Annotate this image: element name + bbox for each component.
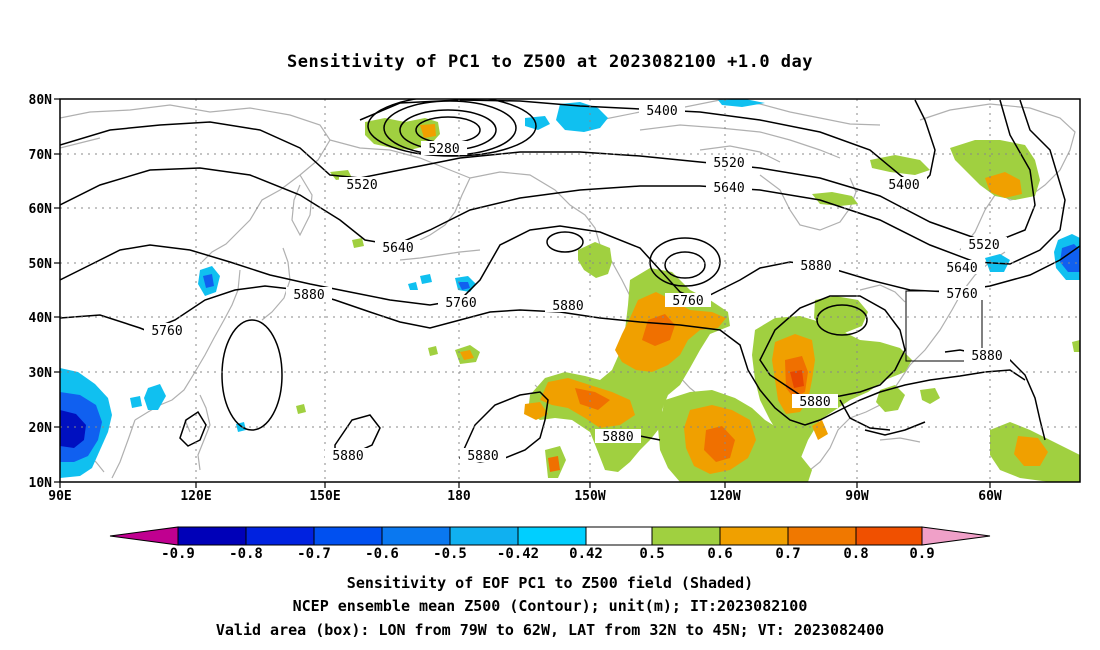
lon-label: 90W (845, 489, 869, 504)
lat-label: 60N (29, 202, 53, 217)
colorbar-label: -0.7 (297, 546, 331, 562)
lon-label: 150W (574, 489, 605, 504)
colorbar-label: 0.6 (707, 546, 732, 562)
colorbar-label: 0.8 (843, 546, 868, 562)
colorbar-segment (245, 526, 315, 546)
contour-label: 5760 (672, 294, 703, 309)
contour-label: 5880 (799, 395, 830, 410)
colorbar-segment (381, 526, 451, 546)
contour-label: 5880 (971, 349, 1002, 364)
colorbar-segment (313, 526, 383, 546)
contour-label: 5640 (946, 261, 977, 276)
lat-label: 50N (29, 257, 53, 272)
sensitivity-shading (60, 99, 1080, 482)
lat-label: 20N (29, 421, 53, 436)
longitude-labels: 90E 120E 150E 180 150W 120W 90W 60W (48, 489, 1002, 504)
contour-label: 5880 (800, 259, 831, 274)
contour-label: 5400 (888, 178, 919, 193)
colorbar-segment (855, 526, 923, 546)
contour-label: 5640 (713, 181, 744, 196)
latitude-labels: 80N 70N 60N 50N 40N 30N 20N 10N (29, 93, 53, 491)
plot-area: 5400 5280 5520 5520 5640 5400 5520 5640 … (60, 99, 1080, 482)
colorbar-label: -0.9 (161, 546, 195, 562)
contour-label: 5400 (646, 104, 677, 119)
plot-frame (59, 98, 1081, 483)
lat-label: 80N (29, 93, 53, 108)
contour-label: 5760 (151, 324, 182, 339)
gridlines (60, 99, 1080, 482)
caption-line-3: Valid area (box): LON from 79W to 62W, L… (216, 621, 884, 639)
lat-label: 30N (29, 366, 53, 381)
colorbar-right-arrow (921, 526, 991, 546)
caption-line-1: Sensitivity of EOF PC1 to Z500 field (Sh… (347, 574, 753, 592)
colorbar-segment (177, 526, 247, 546)
contour-label: 5760 (946, 287, 977, 302)
colorbar-segment (585, 526, 653, 546)
colorbar-label: -0.8 (229, 546, 263, 562)
contour-label: 5760 (445, 296, 476, 311)
lat-label: 10N (29, 476, 53, 491)
lon-label: 120W (709, 489, 740, 504)
contour-labels: 5400 5280 5520 5520 5640 5400 5520 5640 … (144, 103, 1010, 464)
colorbar-label: 0.9 (909, 546, 934, 562)
contour-label: 5880 (552, 299, 583, 314)
lon-label: 150E (309, 489, 340, 504)
colorbar-label: 0.5 (639, 546, 664, 562)
contour-label: 5520 (968, 238, 999, 253)
colorbar-segment (787, 526, 857, 546)
colorbar: -0.9 -0.8 -0.7 -0.6 -0.5 -0.42 0.42 0.5 … (109, 526, 991, 562)
colorbar-label: -0.5 (433, 546, 467, 562)
lon-label: 60W (978, 489, 1002, 504)
colorbar-label: 0.7 (775, 546, 800, 562)
contour-label: 5880 (293, 288, 324, 303)
contour-label: 5640 (382, 241, 413, 256)
contour-label: 5880 (467, 449, 498, 464)
lon-label: 180 (447, 489, 471, 504)
contour-label: 5880 (332, 449, 363, 464)
contour-label: 5520 (713, 156, 744, 171)
figure-title: Sensitivity of PC1 to Z500 at 2023082100… (287, 52, 813, 72)
colorbar-segment (449, 526, 519, 546)
caption-line-2: NCEP ensemble mean Z500 (Contour); unit(… (293, 597, 808, 615)
colorbar-left-arrow (109, 526, 179, 546)
lat-label: 40N (29, 311, 53, 326)
lon-label: 120E (180, 489, 211, 504)
colorbar-segment (517, 526, 587, 546)
contour-label: 5880 (602, 430, 633, 445)
colorbar-segment (651, 526, 721, 546)
colorbar-label: -0.6 (365, 546, 399, 562)
lat-label: 70N (29, 148, 53, 163)
colorbar-label: -0.42 (497, 546, 539, 562)
colorbar-label: 0.42 (569, 546, 603, 562)
contour-label: 5520 (346, 178, 377, 193)
axis-ticks (54, 98, 991, 488)
colorbar-segment (719, 526, 789, 546)
lon-label: 90E (48, 489, 71, 504)
contour-label: 5280 (428, 142, 459, 157)
